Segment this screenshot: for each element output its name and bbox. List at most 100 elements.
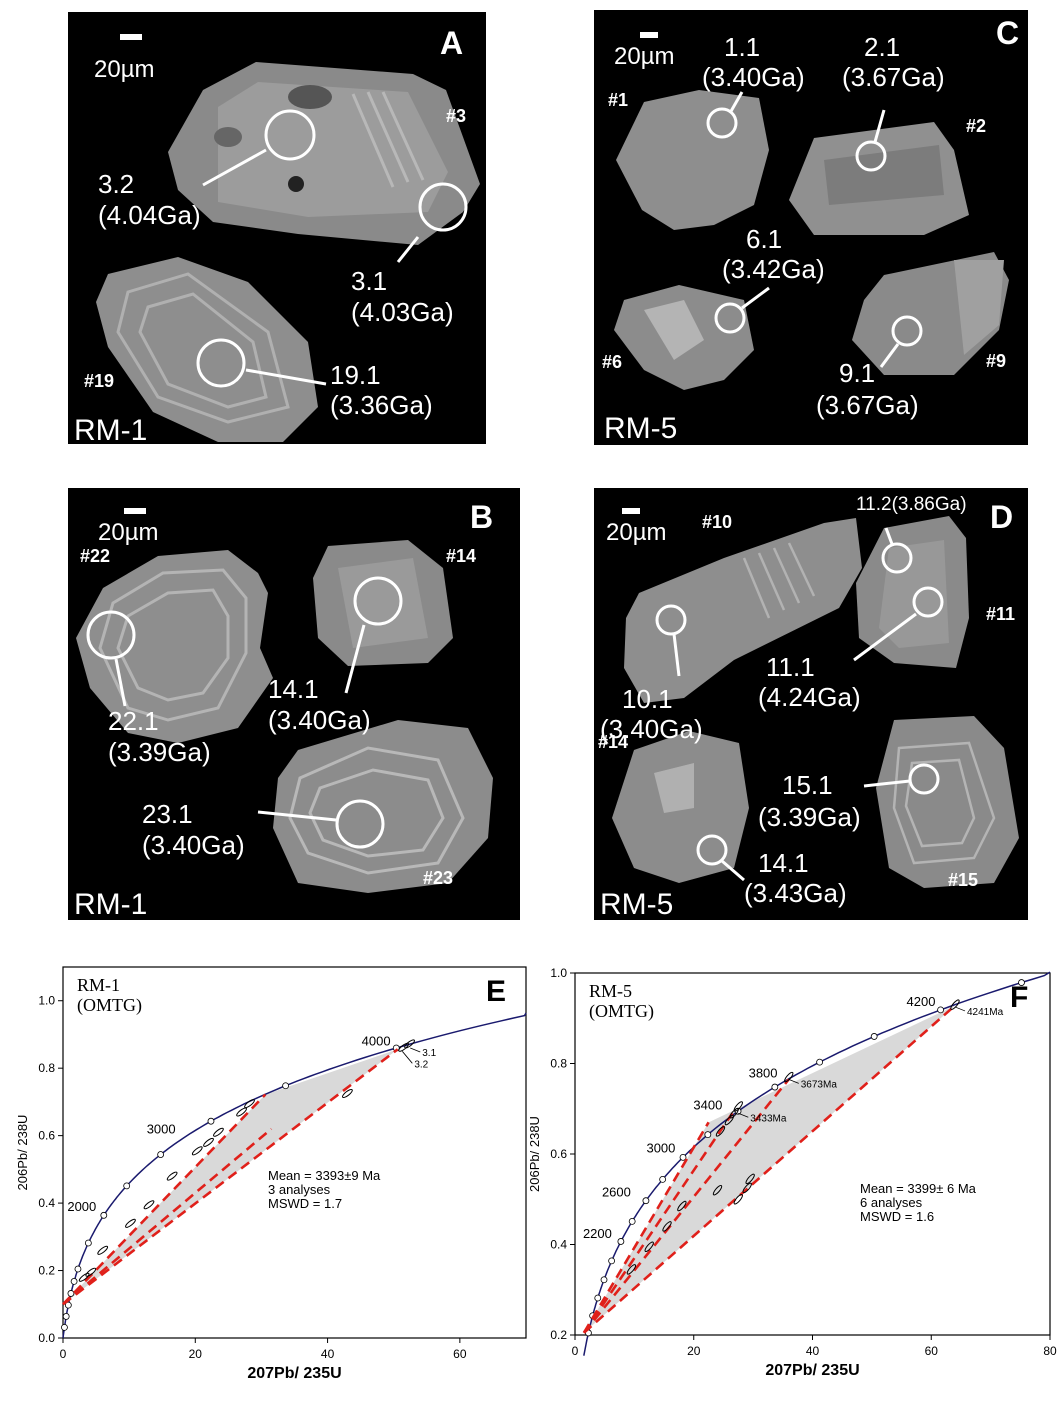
discordia-line xyxy=(582,1121,710,1334)
spot-age: (4.24Ga) xyxy=(758,682,861,712)
concordia-age-label: 3800 xyxy=(749,1066,778,1081)
spot-label: 4241Ma xyxy=(967,1007,1004,1018)
grain-label: #10 xyxy=(702,512,732,532)
grain-label: #22 xyxy=(80,546,110,566)
spot-circle-3-2 xyxy=(264,109,316,161)
age-marker xyxy=(100,1211,108,1219)
concordia-age-label: 3000 xyxy=(147,1121,176,1136)
concordia-age-label: 4200 xyxy=(907,994,936,1009)
spot-label: 23.1 xyxy=(142,799,193,829)
y-tick-label: 0.8 xyxy=(38,1061,55,1075)
leader-line xyxy=(344,624,366,694)
age-marker xyxy=(870,1033,878,1040)
error-ellipse xyxy=(662,1221,672,1232)
sample-label: RM-1 xyxy=(74,414,147,444)
age-marker xyxy=(594,1294,602,1302)
leader-line xyxy=(672,633,681,677)
x-axis-label: 207Pb/ 235U xyxy=(247,1365,341,1382)
error-ellipse xyxy=(342,1088,353,1099)
age-marker xyxy=(771,1083,779,1091)
concordia-age-label: 4000 xyxy=(362,1033,391,1048)
x-tick-label: 0 xyxy=(572,1344,579,1358)
concordia-curve xyxy=(583,971,1051,1356)
scale-bar xyxy=(120,34,142,40)
age-marker xyxy=(816,1058,824,1066)
error-ellipse xyxy=(677,1200,687,1212)
stats-annotation: 6 analyses xyxy=(860,1195,923,1210)
y-tick-label: 1.0 xyxy=(38,994,55,1008)
age-marker xyxy=(207,1117,215,1125)
spot-label: 15.1 xyxy=(782,770,833,800)
error-ellipse xyxy=(166,1171,178,1181)
y-axis-label: 206Pb/ 238U xyxy=(530,1116,542,1192)
chart-title-line1: RM-1 xyxy=(77,975,120,995)
leader-line xyxy=(114,658,127,707)
spot-label: 3673Ma xyxy=(801,1079,838,1090)
age-marker xyxy=(62,1313,70,1320)
spot-circle-15-1 xyxy=(908,763,940,795)
error-ellipse xyxy=(85,1267,97,1277)
x-tick-label: 20 xyxy=(189,1347,203,1361)
error-ellipse xyxy=(191,1146,203,1156)
scale-label: 20µm xyxy=(606,519,667,546)
error-ellipse xyxy=(733,1101,743,1112)
age-marker xyxy=(642,1197,650,1205)
spot-label: 3.2 xyxy=(414,1059,428,1070)
zircon-grain-10 xyxy=(624,518,862,703)
stats-annotation: MSWD = 1.7 xyxy=(268,1196,342,1211)
spot-age: (3.36Ga) xyxy=(330,390,433,420)
age-marker xyxy=(937,1006,945,1014)
spot-age: (3.40Ga) xyxy=(142,830,245,860)
error-ellipse xyxy=(784,1071,794,1083)
leader-line xyxy=(863,779,911,788)
scale-bar xyxy=(640,32,658,38)
panel-a-image: 20µm A #3 #19 3.2 (4.04Ga) 3.1 (4.03Ga) … xyxy=(74,25,480,444)
age-marker xyxy=(70,1278,78,1285)
zircon-grain-1 xyxy=(616,90,769,230)
leader-line xyxy=(257,810,337,822)
scale-bar xyxy=(622,508,640,514)
spot-circle-14-1 xyxy=(353,576,403,626)
age-marker xyxy=(704,1131,712,1139)
y-tick-label: 0.2 xyxy=(38,1264,55,1278)
concordia-age-label: 3000 xyxy=(646,1140,675,1155)
x-tick-label: 40 xyxy=(806,1344,820,1358)
spot-circle-22-1 xyxy=(86,610,136,660)
leader-line xyxy=(879,343,900,368)
spot-label: 11.1 xyxy=(766,652,815,682)
error-ellipse xyxy=(404,1039,415,1049)
panel-d: 20µm D #10 #11 #14 #15 11.2(3.86Ga) 10.1… xyxy=(594,488,1028,920)
error-ellipse xyxy=(724,1114,735,1126)
stats-annotation: 3 analyses xyxy=(268,1182,331,1197)
concordia-svg-f: 0 20 40 60 80 0.2 0.4 0.6 0.8 1.0 2200 2600 3000 3400… xyxy=(527,966,1057,1379)
leader-line xyxy=(396,236,420,263)
discordia-line xyxy=(62,1048,399,1306)
age-marker xyxy=(157,1151,165,1158)
y-tick-label: 0.6 xyxy=(550,1147,567,1161)
age-marker xyxy=(1018,979,1025,986)
age-marker xyxy=(61,1323,68,1331)
spot-circle-23-1 xyxy=(335,799,385,849)
error-ellipse xyxy=(143,1200,155,1210)
spot-label: 6.1 xyxy=(746,224,782,254)
y-tick-label: 0.2 xyxy=(550,1328,567,1342)
concordia-age-label: 2200 xyxy=(583,1226,612,1241)
spot-circle-1-1 xyxy=(706,107,738,139)
chart-title-line2: (OMTG) xyxy=(589,1001,654,1022)
age-marker xyxy=(123,1182,131,1190)
panel-letter: E xyxy=(486,975,506,1008)
panel-d-image: 20µm D #10 #11 #14 #15 11.2(3.86Ga) 10.1… xyxy=(598,494,1019,920)
sample-label: RM-5 xyxy=(600,888,673,920)
zircon-grain-22 xyxy=(76,550,273,743)
panel-c: 20µm C #1 #2 #6 #9 1.1 (3.40Ga) 2.1 (3.6… xyxy=(594,10,1028,445)
spot-circle-6-1 xyxy=(714,302,746,334)
sample-label: RM-1 xyxy=(74,888,147,920)
y-tick-label: 0.0 xyxy=(38,1331,55,1345)
spot-label: 10.1 xyxy=(622,684,673,714)
spot-label: 22.1 xyxy=(108,706,159,736)
discordia-line xyxy=(582,1112,734,1334)
zircon-grain-19 xyxy=(96,257,318,442)
panel-a: 20µm A #3 #19 3.2 (4.04Ga) 3.1 (4.03Ga) … xyxy=(68,12,486,444)
grain-label: #9 xyxy=(986,351,1006,371)
scale-bar xyxy=(124,508,146,514)
